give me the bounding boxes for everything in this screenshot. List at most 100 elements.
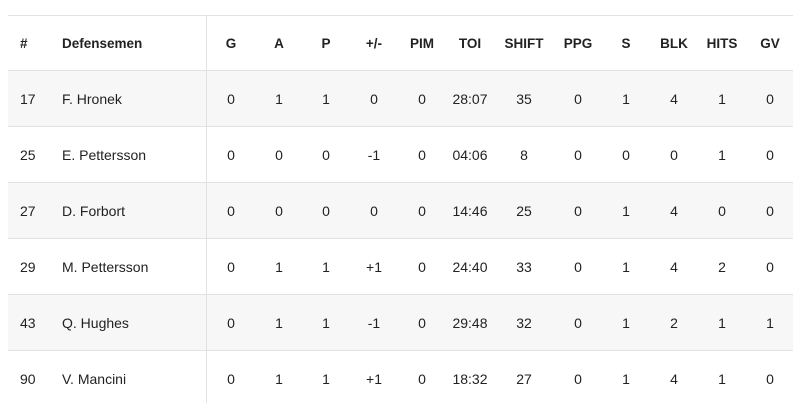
table-cell: 32 bbox=[516, 314, 532, 331]
table-cell: 8 bbox=[520, 146, 528, 163]
header-cell: A bbox=[274, 35, 284, 51]
table-cell: D. Forbort bbox=[62, 202, 126, 219]
table-cell: 1 bbox=[718, 370, 726, 387]
table-cell: 0 bbox=[418, 314, 426, 331]
table-cell: 0 bbox=[418, 90, 426, 107]
table-cell: -1 bbox=[367, 314, 381, 331]
table-cell: 0 bbox=[275, 202, 283, 219]
header-cell: SHIFT bbox=[504, 35, 544, 51]
table-cell: 0 bbox=[766, 258, 774, 275]
header-cell: S bbox=[621, 35, 631, 51]
table-cell: 0 bbox=[574, 202, 582, 219]
table-cell: 0 bbox=[670, 146, 678, 163]
table-cell: 1 bbox=[766, 314, 774, 331]
table-cell: 0 bbox=[227, 202, 235, 219]
table-cell: 1 bbox=[622, 314, 630, 331]
table-cell: 1 bbox=[622, 370, 630, 387]
table-cell: 2 bbox=[718, 258, 726, 275]
table-cell: 28:07 bbox=[452, 90, 488, 107]
table-cell: 35 bbox=[516, 90, 532, 107]
header-cell: G bbox=[225, 35, 237, 51]
table-cell: 0 bbox=[418, 258, 426, 275]
table-cell: 0 bbox=[574, 146, 582, 163]
table-cell: 0 bbox=[766, 146, 774, 163]
table-cell: 0 bbox=[718, 202, 726, 219]
table-cell: 0 bbox=[275, 146, 283, 163]
table-cell: 0 bbox=[418, 146, 426, 163]
table-cell: 1 bbox=[718, 146, 726, 163]
header-cell: HITS bbox=[706, 35, 738, 51]
header-cell: # bbox=[20, 35, 28, 51]
table-cell: 1 bbox=[622, 90, 630, 107]
table-cell: 17 bbox=[20, 90, 36, 107]
table-cell: 04:06 bbox=[452, 146, 488, 163]
table-cell: 43 bbox=[20, 314, 36, 331]
table-cell: 0 bbox=[227, 90, 235, 107]
table-cell: 1 bbox=[718, 90, 726, 107]
table-cell: 1 bbox=[622, 202, 630, 219]
table-cell: 4 bbox=[670, 202, 678, 219]
table-row: 25 E. Pettersson 0 0 0 -1 0 04:06 8 0 0 0 1 0 bbox=[8, 127, 793, 183]
table-cell: 33 bbox=[516, 258, 532, 275]
table-cell: 1 bbox=[718, 314, 726, 331]
table-cell: 27 bbox=[516, 370, 532, 387]
header-cell: GV bbox=[760, 35, 780, 51]
table-cell: 1 bbox=[275, 90, 283, 107]
table-cell: 0 bbox=[370, 202, 378, 219]
header-cell: BLK bbox=[660, 35, 688, 51]
table-cell: 0 bbox=[227, 314, 235, 331]
table-cell: E. Pettersson bbox=[62, 146, 147, 163]
table-cell: 0 bbox=[227, 258, 235, 275]
table-row: 90 V. Mancini 0 1 1 +1 0 18:32 27 0 1 4 1 0 bbox=[8, 351, 793, 403]
table-cell: 0 bbox=[227, 370, 235, 387]
table-cell: 0 bbox=[322, 202, 330, 219]
table-cell: 25 bbox=[516, 202, 532, 219]
table-row: 29 M. Pettersson 0 1 1 +1 0 24:40 33 0 1 4 2 0 bbox=[8, 239, 793, 295]
table-row: 43 Q. Hughes 0 1 1 -1 0 29:48 32 0 1 2 1 1 bbox=[8, 295, 793, 351]
table-cell: 4 bbox=[670, 258, 678, 275]
table-row: 17 F. Hronek 0 1 1 0 0 28:07 35 0 1 4 1 0 bbox=[8, 71, 793, 127]
header-cell: TOI bbox=[458, 35, 482, 51]
table-cell: 14:46 bbox=[452, 202, 488, 219]
table-cell: +1 bbox=[366, 258, 382, 275]
table-cell: 4 bbox=[670, 90, 678, 107]
header-cell: PIM bbox=[409, 35, 434, 51]
header-cell: P bbox=[321, 35, 331, 51]
table-cell: 0 bbox=[227, 146, 235, 163]
table-cell: 1 bbox=[322, 90, 330, 107]
table-cell: 0 bbox=[574, 90, 582, 107]
table-cell: 29 bbox=[20, 258, 36, 275]
table-cell: 18:32 bbox=[452, 370, 488, 387]
table-cell: 24:40 bbox=[452, 258, 488, 275]
table-cell: 0 bbox=[574, 314, 582, 331]
table-cell: 0 bbox=[766, 90, 774, 107]
table-cell: 25 bbox=[20, 146, 36, 163]
table-cell: M. Pettersson bbox=[62, 258, 149, 275]
table-row: 27 D. Forbort 0 0 0 0 0 14:46 25 0 1 4 0 0 bbox=[8, 183, 793, 239]
table-cell: 1 bbox=[322, 370, 330, 387]
header-cell: Defensemen bbox=[62, 35, 143, 51]
table-cell: 1 bbox=[622, 258, 630, 275]
table-cell: 4 bbox=[670, 370, 678, 387]
table-cell: 1 bbox=[275, 314, 283, 331]
header-row: # Defensemen G A P +/- PIM TOI SHIFT PPG S BLK HITS G… bbox=[8, 15, 793, 71]
table-cell: Q. Hughes bbox=[62, 314, 129, 331]
table-cell: -1 bbox=[367, 146, 381, 163]
table-cell: 0 bbox=[766, 370, 774, 387]
table-cell: 0 bbox=[574, 370, 582, 387]
table-cell: 0 bbox=[322, 146, 330, 163]
table-cell: 0 bbox=[766, 202, 774, 219]
table-cell: 1 bbox=[322, 314, 330, 331]
table-cell: 1 bbox=[322, 258, 330, 275]
table-cell: 29:48 bbox=[452, 314, 488, 331]
table-cell: 0 bbox=[370, 90, 378, 107]
header-cell: +/- bbox=[365, 35, 383, 51]
table-cell: 0 bbox=[418, 202, 426, 219]
column-divider bbox=[206, 15, 207, 403]
header-cell: PPG bbox=[563, 35, 593, 51]
table-cell: 1 bbox=[275, 258, 283, 275]
table-cell: V. Mancini bbox=[62, 370, 127, 387]
table-cell: 2 bbox=[670, 314, 678, 331]
table-cell: 1 bbox=[275, 370, 283, 387]
